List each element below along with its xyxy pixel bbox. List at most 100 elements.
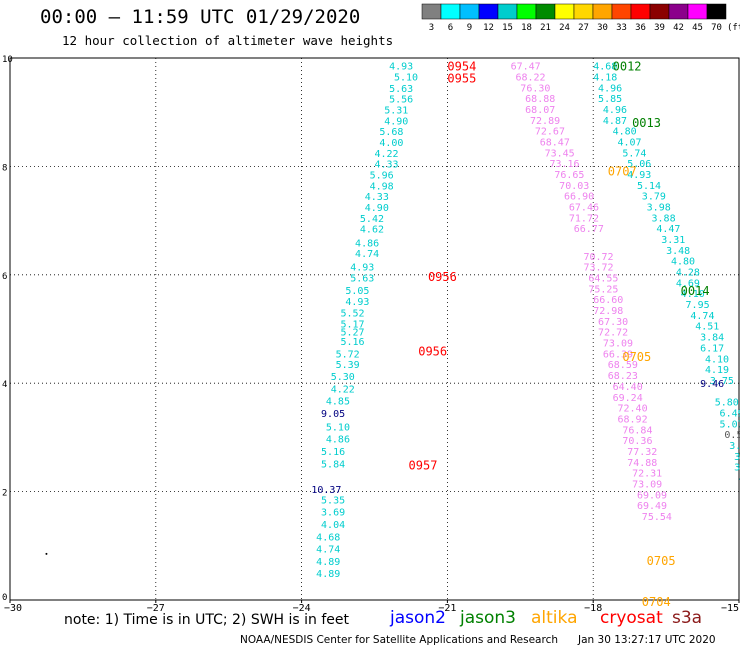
data-point-label: 3.98: [647, 203, 671, 214]
data-point-label: 3.80: [734, 463, 740, 474]
data-point-label: 3.24: [734, 452, 740, 463]
data-point-label: 4.51: [695, 322, 719, 333]
track-label: 0012: [613, 60, 642, 74]
colorbar-unit: (ft): [727, 23, 740, 33]
data-point-label: 4.10: [705, 354, 729, 365]
y-tick-label: 4: [2, 380, 7, 390]
data-point-label: 68.22: [515, 72, 545, 83]
data-point-label: 73.72: [583, 263, 613, 274]
data-point-label: 4.33: [375, 160, 399, 171]
track-label: 0955: [447, 72, 476, 86]
x-tick-label: −18: [584, 603, 602, 614]
data-points: 4.935.105.635.565.314.905.684.004.224.33…: [45, 62, 740, 580]
colorbar-swatch: [706, 3, 727, 20]
data-point-label: 4.89: [316, 569, 340, 580]
data-point-label: 4.68: [316, 533, 340, 544]
data-point-label: 3.32: [729, 441, 740, 452]
data-point-label: 68.23: [608, 371, 638, 382]
data-point-label: 76.30: [520, 83, 550, 94]
data-point-label: 5.10: [394, 72, 418, 83]
legend-jason3: jason3: [460, 608, 516, 628]
data-point-label: 75.54: [642, 512, 672, 523]
y-tick-label: 10: [2, 55, 13, 65]
colorbar-label: 42: [673, 23, 684, 33]
colorbar-swatch: [668, 3, 689, 20]
colorbar-swatch: [630, 3, 651, 20]
data-point-label: 70.72: [583, 252, 613, 263]
data-point-label: 68.47: [540, 137, 570, 148]
x-tick-label: −30: [4, 603, 22, 614]
chart-subtitle: 12 hour collection of altimeter wave hei…: [62, 33, 394, 48]
legend-s3a: s3a: [672, 608, 703, 628]
data-point-label: 73.45: [545, 148, 575, 159]
data-point-label: 5.72: [336, 349, 360, 360]
data-point-label: 66.77: [574, 224, 604, 235]
colorbar-label: 21: [540, 23, 551, 33]
data-point-label: 5.16: [321, 447, 345, 458]
axis-ticks: −30 −27 −24 −21 −18 −15 0 2 4 6 8 10: [2, 55, 740, 614]
x-tick-label: −24: [293, 603, 311, 614]
timestamp-text: Jan 30 13:27:17 UTC 2020: [578, 634, 716, 646]
y-tick-label: 8: [2, 163, 7, 173]
data-point-label: 4.22: [331, 385, 355, 396]
data-point-label: 5.27: [340, 328, 364, 339]
data-point-label: 4.22: [375, 149, 399, 160]
data-point-label: 9.46: [700, 379, 724, 390]
track-label: 0956: [418, 345, 447, 359]
colorbar-swatch: [421, 3, 442, 20]
chart-title: 00:00 – 11:59 UTC 01/29/2020: [40, 6, 361, 28]
legend-altika: altika: [531, 608, 578, 628]
data-point-label: 68.92: [618, 414, 648, 425]
data-point-label: 5.80: [715, 398, 739, 409]
data-point-label: 6.17: [700, 343, 724, 354]
y-tick-label: 6: [2, 272, 7, 282]
data-point-label: 3.69: [321, 508, 345, 519]
data-point-label: 5.96: [370, 171, 394, 182]
data-point-label: 5.63: [389, 84, 413, 95]
data-point-label: 66.39: [603, 349, 633, 360]
data-point-label: 68.07: [525, 105, 555, 116]
data-point-label: 72.72: [598, 328, 628, 339]
data-point-label: 72.67: [535, 127, 565, 138]
colorbar-label: 24: [559, 23, 570, 33]
data-point-label: 4.28: [676, 268, 700, 279]
colorbar-swatch: [535, 3, 556, 20]
data-point-label: 67.46: [569, 203, 599, 214]
data-point-label: 5.84: [321, 459, 345, 470]
data-point-label: 4.80: [671, 257, 695, 268]
data-point-label: 4.18: [593, 72, 617, 83]
data-point-label: 68.88: [525, 94, 555, 105]
data-point-label: 5.42: [360, 214, 384, 225]
data-point-label: 72.98: [593, 306, 623, 317]
data-point-label: 5.31: [384, 105, 408, 116]
data-point-label: 4.93: [345, 297, 369, 308]
data-point-label: 4.90: [384, 116, 408, 127]
data-point-label: 76.84: [622, 425, 652, 436]
track-label: 0707: [608, 165, 637, 179]
colorbar-label: 27: [578, 23, 589, 33]
colorbar-label: 15: [502, 23, 513, 33]
data-point-label: 4.04: [321, 520, 345, 531]
track-label: 0014: [681, 284, 710, 298]
data-point-label: 4.93: [627, 170, 651, 181]
data-point-label: 4.07: [618, 137, 642, 148]
colorbar-swatch: [592, 3, 613, 20]
colorbar-label: 18: [521, 23, 532, 33]
plot-frame: [9, 57, 740, 601]
data-point-label: 77.32: [627, 447, 657, 458]
track-label: 0957: [409, 459, 438, 473]
data-point-label: 4.19: [705, 365, 729, 376]
data-point-label: 4.74: [355, 249, 379, 260]
y-tick-label: 0: [2, 593, 7, 603]
colorbar-label: 6: [448, 23, 453, 33]
data-point-label: 4.96: [603, 105, 627, 116]
data-point-label: 69.49: [637, 501, 667, 512]
data-point-label: 3.75: [710, 376, 734, 387]
data-point-label: 5.05: [345, 286, 369, 297]
data-point-label: 3.84: [700, 333, 724, 344]
footer-note: note: 1) Time is in UTC; 2) SWH is in fe…: [64, 612, 350, 628]
data-point-label: 73.09: [632, 479, 662, 490]
data-point-label: 64.40: [613, 382, 643, 393]
data-point-label: 5.74: [622, 148, 646, 159]
data-point-label: 5.07: [720, 419, 740, 430]
